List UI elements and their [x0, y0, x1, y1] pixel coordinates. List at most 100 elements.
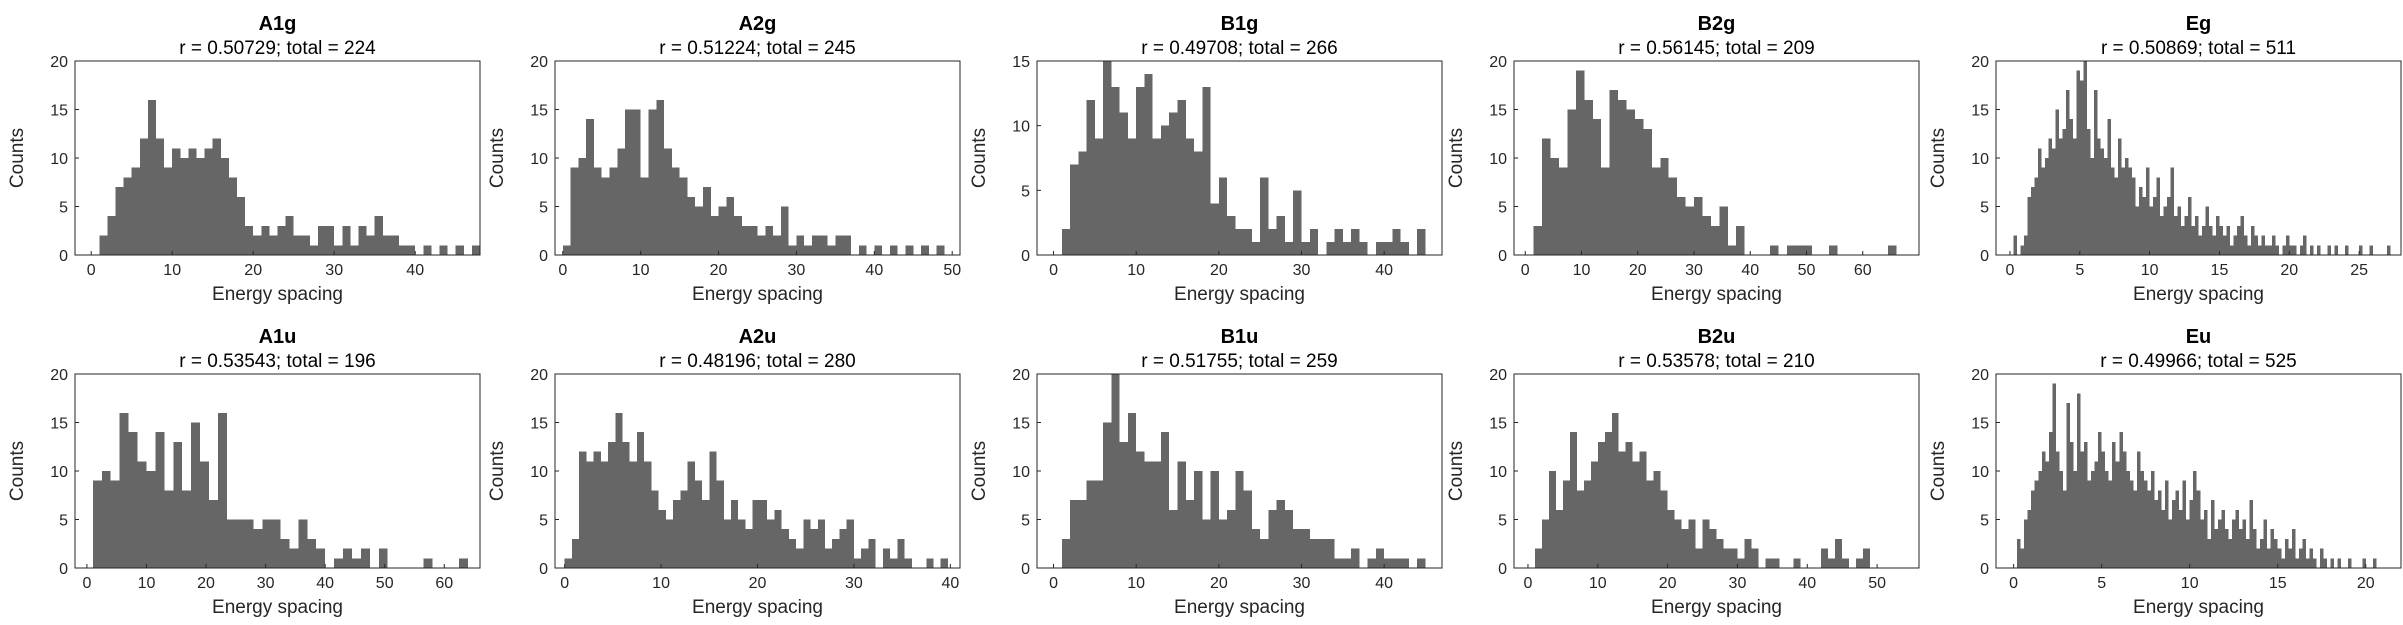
- histogram-bar: [1730, 548, 1738, 568]
- histogram-bar: [1702, 216, 1711, 255]
- histogram-bar: [196, 158, 205, 255]
- x-tick-label: 50: [1868, 575, 1886, 592]
- histogram-bar: [191, 422, 201, 568]
- histogram-bar: [1559, 167, 1568, 255]
- histogram-bar: [1550, 158, 1559, 255]
- histogram-bar: [1695, 548, 1703, 568]
- histogram-bar: [741, 225, 750, 255]
- histogram-bar: [1194, 151, 1203, 255]
- histogram-bar: [318, 225, 327, 255]
- histogram-bar: [1400, 242, 1409, 255]
- y-tick-label: 10: [1012, 464, 1030, 481]
- histogram-bar: [810, 529, 818, 568]
- histogram-bar: [687, 196, 696, 255]
- histogram-bar: [1111, 86, 1120, 255]
- histogram-bar: [2285, 235, 2290, 255]
- histogram-bar: [2140, 471, 2144, 568]
- y-tick-label: 0: [1021, 561, 1030, 578]
- histogram-bar: [1169, 112, 1178, 255]
- histogram-bar: [2305, 558, 2310, 568]
- histogram-bar: [1667, 509, 1675, 568]
- histogram-bar: [2369, 245, 2374, 255]
- x-tick-label: 15: [2269, 575, 2287, 592]
- histogram-bar: [2017, 538, 2021, 568]
- panel-subtitle: r = 0.53578; total = 210: [1618, 351, 1815, 372]
- histogram-bar: [378, 548, 388, 568]
- histogram-bar: [2100, 148, 2105, 255]
- histogram-bar: [2198, 235, 2202, 255]
- histogram-bar: [1334, 229, 1343, 255]
- histogram-bar: [1634, 119, 1644, 255]
- histogram-bar: [765, 225, 774, 255]
- histogram-bar: [1803, 245, 1813, 255]
- histogram-bar: [632, 109, 641, 255]
- y-tick-label: 5: [1498, 200, 1507, 217]
- histogram-bar: [767, 519, 775, 568]
- histogram-bar: [2107, 119, 2112, 255]
- histogram-bar: [423, 558, 433, 568]
- histogram-bar: [1276, 500, 1285, 568]
- y-tick-label: 10: [530, 151, 548, 168]
- histogram-bar: [2083, 61, 2087, 255]
- histogram-bar: [749, 225, 758, 255]
- histogram-bar: [2320, 548, 2324, 568]
- histogram-bar: [1575, 70, 1585, 255]
- histogram-bar: [115, 187, 124, 255]
- histogram-bar: [298, 519, 308, 568]
- histogram-bar: [119, 412, 129, 568]
- axes-box: [1036, 60, 1443, 256]
- histogram-bar: [326, 225, 335, 255]
- y-tick-label: 10: [50, 464, 68, 481]
- x-tick-label: 0: [558, 262, 567, 279]
- histogram-bar: [2154, 500, 2158, 568]
- histogram-bar: [2281, 558, 2285, 568]
- y-tick-label: 20: [1971, 54, 1989, 71]
- histogram-bar: [1359, 242, 1368, 255]
- x-axis-label: Energy spacing: [1651, 284, 1782, 305]
- histogram-bar: [2217, 519, 2222, 568]
- x-tick-label: 30: [325, 262, 343, 279]
- x-tick-label: 30: [788, 262, 806, 279]
- histogram-bar: [2104, 158, 2108, 255]
- histogram-bar: [2037, 148, 2042, 255]
- histogram-bar: [1821, 548, 1829, 568]
- histogram-bar: [673, 500, 681, 568]
- y-tick-label: 5: [539, 200, 548, 217]
- histogram-bar: [1152, 461, 1161, 568]
- x-tick-label: 20: [710, 262, 728, 279]
- histogram-bar: [608, 441, 616, 568]
- y-tick-label: 10: [1489, 151, 1507, 168]
- histogram-bar: [1744, 538, 1752, 568]
- histogram-bar: [905, 245, 914, 255]
- histogram-bar: [571, 538, 580, 568]
- x-tick-label: 40: [406, 262, 424, 279]
- histogram-bar: [2256, 548, 2261, 568]
- histogram-bar: [1326, 538, 1335, 568]
- histogram-bar: [155, 432, 165, 568]
- histogram-bar: [2200, 519, 2204, 568]
- histogram-bar: [1293, 529, 1302, 568]
- histogram-bar: [564, 558, 572, 568]
- x-axis-label: Energy spacing: [2133, 284, 2264, 305]
- histogram-bar: [2024, 519, 2028, 568]
- histogram-bar: [2189, 500, 2194, 568]
- x-axis-label: Energy spacing: [1174, 284, 1305, 305]
- x-tick-label: 10: [2181, 575, 2199, 592]
- histogram-bar: [2337, 558, 2342, 568]
- x-tick-label: 20: [1210, 575, 1228, 592]
- histogram-bar: [1103, 61, 1112, 255]
- histogram-bar: [2205, 206, 2209, 255]
- histogram-bar: [1351, 229, 1360, 255]
- histogram-bar: [1643, 128, 1652, 255]
- y-axis-label: Counts: [7, 128, 28, 188]
- y-tick-label: 15: [1012, 416, 1030, 433]
- histogram-bar: [648, 109, 657, 255]
- x-tick-label: 0: [2009, 575, 2018, 592]
- histogram-bar: [1625, 441, 1633, 568]
- histogram-bar: [861, 548, 869, 568]
- histogram-bar: [2069, 441, 2074, 568]
- histogram-bar: [1417, 558, 1426, 568]
- histogram-bar: [2312, 558, 2317, 568]
- x-tick-label: 30: [1685, 262, 1703, 279]
- histogram-bar: [334, 558, 344, 568]
